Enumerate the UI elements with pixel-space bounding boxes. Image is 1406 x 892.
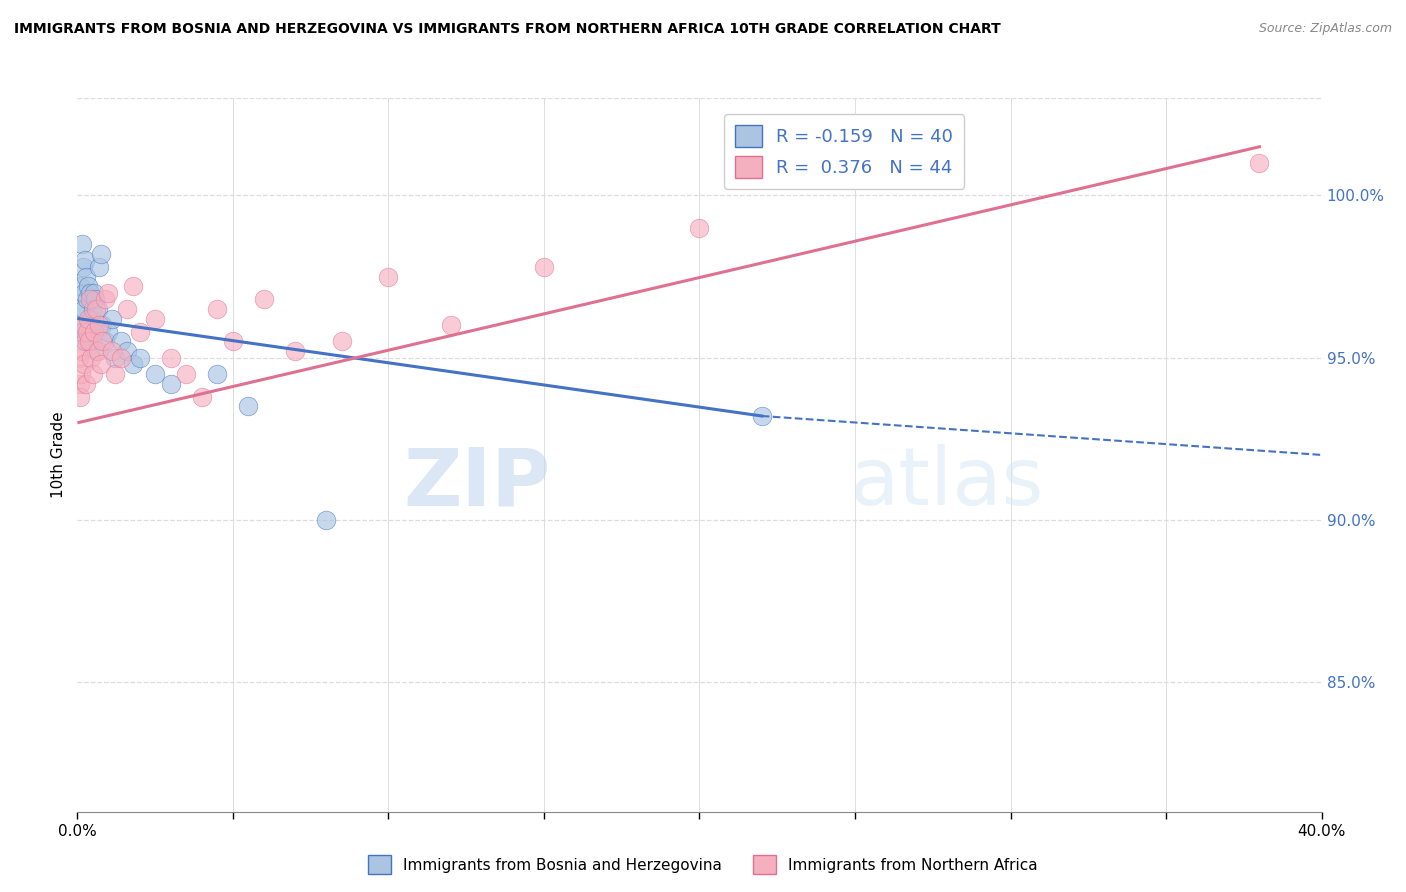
Point [128,325,150,339]
Point [377,269,399,284]
Point [69,279,91,293]
Point [100,344,122,359]
Text: IMMIGRANTS FROM BOSNIA AND HERZEGOVINA VS IMMIGRANTS FROM NORTHERN AFRICA 10TH G: IMMIGRANTS FROM BOSNIA AND HERZEGOVINA V… [14,22,1001,37]
Point [80,311,103,326]
Point [83,285,105,300]
Point [110,351,132,365]
Point [253,292,276,306]
Point [222,334,245,349]
Point [75,334,97,349]
Point [97,285,120,300]
Point [72,285,94,300]
Point [76,325,98,339]
Point [689,220,711,235]
Legend: R = -0.159   N = 40, R =  0.376   N = 44: R = -0.159 N = 40, R = 0.376 N = 44 [724,114,965,189]
Point [94,292,117,306]
Point [143,311,166,326]
Point [97,325,120,339]
Point [67,301,90,316]
Point [83,325,105,339]
Legend: Immigrants from Bosnia and Herzegovina, Immigrants from Northern Africa: Immigrants from Bosnia and Herzegovina, … [363,849,1043,880]
Point [69,390,91,404]
Point [73,357,96,371]
Point [76,292,98,306]
Point [122,357,145,371]
Point [77,318,100,333]
Point [82,301,104,316]
Point [110,334,132,349]
Point [80,351,103,365]
Point [159,351,181,365]
Point [104,367,127,381]
Point [77,334,100,349]
Point [84,292,107,306]
Point [67,351,90,365]
Point [86,344,108,359]
Point [75,269,97,284]
Text: atlas: atlas [849,444,1043,523]
Point [174,367,197,381]
Point [751,409,773,423]
Point [315,513,337,527]
Point [90,247,112,261]
Point [72,318,94,333]
Point [75,376,97,391]
Point [86,301,108,316]
Point [115,344,138,359]
Point [104,351,127,365]
Point [76,334,98,349]
Point [77,311,100,326]
Point [84,344,107,359]
Point [440,318,463,333]
Point [84,301,107,316]
Point [115,301,138,316]
Point [82,367,104,381]
Point [87,318,110,333]
Point [69,376,91,391]
Point [70,318,93,333]
Point [70,237,93,252]
Point [238,399,260,413]
Point [87,260,110,274]
Point [70,344,93,359]
Point [207,367,229,381]
Y-axis label: 10th Grade: 10th Grade [51,411,66,499]
Point [533,260,555,274]
Point [159,376,181,391]
Point [69,325,91,339]
Point [90,357,112,371]
Point [94,334,117,349]
Text: Source: ZipAtlas.com: Source: ZipAtlas.com [1258,22,1392,36]
Point [91,318,114,333]
Point [128,351,150,365]
Point [91,334,114,349]
Point [143,367,166,381]
Point [72,325,94,339]
Point [72,260,94,274]
Text: ZIP: ZIP [404,444,550,523]
Point [191,390,214,404]
Point [79,325,101,339]
Point [73,301,96,316]
Point [77,279,100,293]
Point [70,367,93,381]
Point [79,285,101,300]
Point [75,253,97,268]
Point [79,292,101,306]
Point [122,279,145,293]
Point [100,311,122,326]
Point [82,334,104,349]
Point [1249,156,1271,170]
Point [207,301,229,316]
Point [284,344,307,359]
Point [330,334,353,349]
